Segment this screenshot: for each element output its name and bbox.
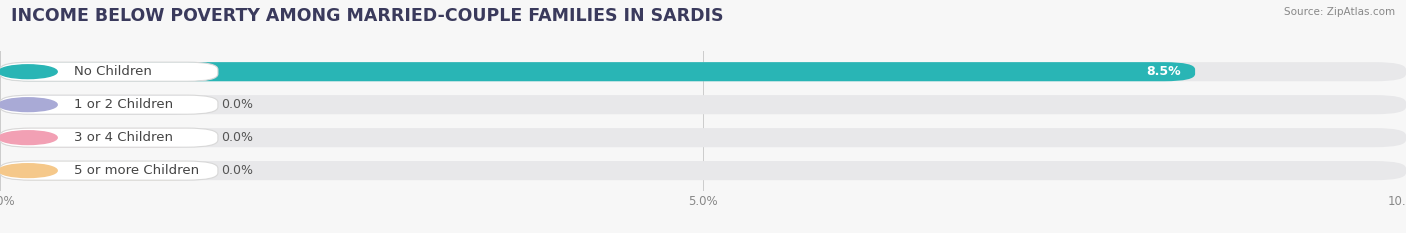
FancyBboxPatch shape: [0, 62, 1406, 81]
FancyBboxPatch shape: [0, 128, 218, 147]
FancyBboxPatch shape: [0, 161, 1406, 180]
Text: 5 or more Children: 5 or more Children: [75, 164, 200, 177]
FancyBboxPatch shape: [0, 62, 1195, 81]
Text: 1 or 2 Children: 1 or 2 Children: [75, 98, 173, 111]
Text: 0.0%: 0.0%: [221, 131, 253, 144]
FancyBboxPatch shape: [0, 161, 218, 180]
Circle shape: [0, 131, 58, 144]
Circle shape: [0, 98, 58, 112]
Text: Source: ZipAtlas.com: Source: ZipAtlas.com: [1284, 7, 1395, 17]
Text: No Children: No Children: [75, 65, 152, 78]
FancyBboxPatch shape: [0, 95, 204, 114]
FancyBboxPatch shape: [0, 128, 1406, 147]
Text: 0.0%: 0.0%: [221, 98, 253, 111]
FancyBboxPatch shape: [0, 128, 204, 147]
FancyBboxPatch shape: [0, 161, 204, 180]
Text: 0.0%: 0.0%: [221, 164, 253, 177]
FancyBboxPatch shape: [0, 95, 1406, 114]
Text: 8.5%: 8.5%: [1146, 65, 1181, 78]
Text: 3 or 4 Children: 3 or 4 Children: [75, 131, 173, 144]
Circle shape: [0, 164, 58, 178]
Text: INCOME BELOW POVERTY AMONG MARRIED-COUPLE FAMILIES IN SARDIS: INCOME BELOW POVERTY AMONG MARRIED-COUPL…: [11, 7, 724, 25]
Circle shape: [0, 65, 58, 79]
FancyBboxPatch shape: [0, 62, 218, 81]
FancyBboxPatch shape: [0, 95, 218, 114]
